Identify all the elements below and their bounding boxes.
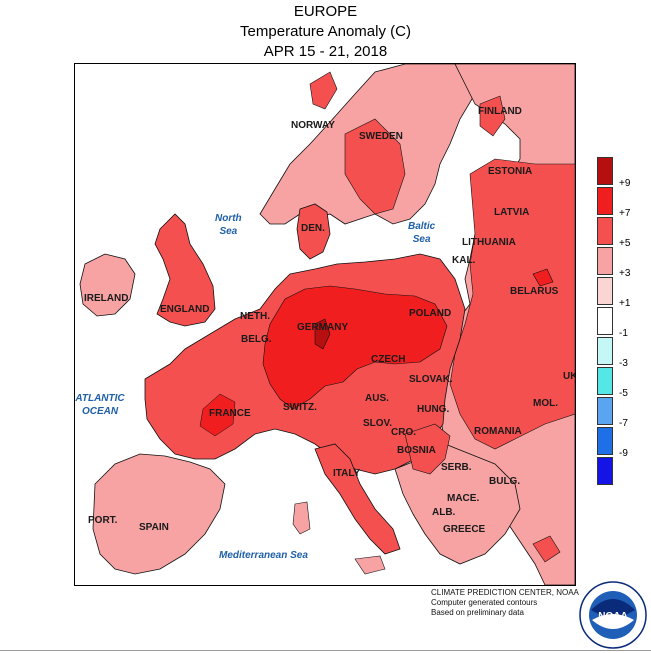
map-subtitle: Temperature Anomaly (C) — [240, 23, 411, 40]
legend-label: +3 — [619, 268, 631, 279]
footer-source: CLIMATE PREDICTION CENTER, NOAA — [431, 588, 579, 597]
legend-swatch — [597, 397, 613, 425]
germany-core-zone — [314, 318, 331, 350]
label-bosnia: BOSNIA — [397, 445, 436, 456]
legend-label: +7 — [619, 208, 631, 219]
sweden-warm-zone — [344, 118, 406, 215]
label-austria: AUS. — [365, 393, 389, 404]
norway-warm-zone — [309, 71, 338, 110]
denmark — [296, 203, 331, 260]
sardinia — [292, 501, 311, 535]
map-date-range: APR 15 - 21, 2018 — [263, 43, 388, 60]
legend-swatch — [597, 427, 613, 455]
legend-swatch — [597, 277, 613, 305]
legend-label: -9 — [619, 448, 628, 459]
legend-label: -5 — [619, 388, 628, 399]
label-france: FRANCE — [209, 408, 251, 419]
label-serbia: SERB. — [441, 462, 472, 473]
legend-swatch — [597, 337, 613, 365]
label-latvia: LATVIA — [494, 207, 530, 218]
label-netherlands: NETH. — [240, 311, 270, 322]
noaa-logo-text: NOAA — [598, 611, 627, 622]
label-hungary: HUNG. — [417, 404, 450, 415]
label-slovenia: SLOV. — [363, 418, 393, 429]
europe-map — [75, 64, 575, 585]
iberia — [92, 453, 226, 575]
legend-swatch — [597, 367, 613, 395]
balkans-warm-zone — [404, 423, 451, 475]
label-ukraine: UKR — [563, 371, 575, 382]
legend-swatch — [597, 157, 613, 185]
greece-hot-spot — [532, 535, 561, 563]
title-block: EUROPE Temperature Anomaly (C) APR 15 - … — [0, 2, 651, 62]
label-atlantic-ocean: ATLANTIC OCEAN — [75, 393, 125, 417]
finland-warm-zone — [479, 95, 506, 137]
label-spain: SPAIN — [139, 522, 169, 533]
footer-note: Based on preliminary data — [431, 608, 524, 617]
label-denmark: DEN. — [301, 223, 325, 234]
label-belgium: BELG. — [241, 334, 272, 345]
ireland — [79, 253, 136, 317]
legend-swatch — [597, 307, 613, 335]
label-england: ENGLAND — [160, 304, 210, 315]
belarus-hot-spot — [532, 268, 554, 287]
label-finland: FINLAND — [478, 106, 522, 117]
label-greece: GREECE — [443, 524, 486, 535]
legend-label: +1 — [619, 298, 631, 309]
france-warm-zone — [199, 393, 236, 437]
legend-label: +5 — [619, 238, 631, 249]
label-belarus: BELARUS — [510, 286, 559, 297]
label-mediterranean-sea: Mediterranean Sea — [219, 550, 308, 561]
legend-swatch — [597, 217, 613, 245]
label-sweden: SWEDEN — [359, 131, 403, 142]
label-bulgaria: BULG. — [489, 476, 521, 487]
great-britain — [154, 213, 216, 327]
label-slovakia: SLOVAK. — [409, 374, 453, 385]
label-estonia: ESTONIA — [488, 166, 533, 177]
legend-label: -3 — [619, 358, 628, 369]
legend-label: -7 — [619, 418, 628, 429]
footer-method: Computer generated contours — [431, 598, 538, 607]
italy — [314, 443, 401, 555]
label-croatia: CRO. — [391, 427, 416, 438]
map-frame: NORWAY SWEDEN FINLAND ESTONIA LATVIA LIT… — [74, 63, 576, 586]
legend-label: +9 — [619, 178, 631, 189]
label-lithuania: LITHUANIA — [462, 237, 516, 248]
footer-credits: CLIMATE PREDICTION CENTER, NOAA Computer… — [431, 588, 579, 618]
label-czech: CZECH — [371, 354, 406, 365]
label-portugal: PORT. — [88, 515, 118, 526]
label-poland: POLAND — [409, 308, 452, 319]
label-albania: ALB. — [432, 507, 456, 518]
label-moldova: MOL. — [533, 398, 558, 409]
label-ireland: IRELAND — [84, 293, 129, 304]
legend-swatch — [597, 247, 613, 275]
noaa-logo-icon: NOAA — [579, 581, 647, 649]
bottom-divider — [0, 650, 651, 651]
legend-swatch — [597, 457, 613, 485]
map-title: EUROPE — [293, 3, 358, 20]
label-baltic-sea: Baltic Sea — [408, 221, 436, 245]
sicily — [354, 555, 386, 575]
legend-label: -1 — [619, 328, 628, 339]
label-romania: ROMANIA — [474, 426, 522, 437]
balkans — [394, 443, 521, 565]
baltic-east-warm-zone — [449, 158, 575, 450]
label-norway: NORWAY — [291, 120, 335, 131]
color-scale-legend — [597, 157, 613, 487]
label-north-sea: North Sea — [215, 213, 242, 237]
label-italy: ITALY — [333, 468, 361, 479]
label-switzerland: SWITZ. — [283, 402, 317, 413]
legend-swatch — [597, 187, 613, 215]
label-macedonia: MACE. — [447, 493, 480, 504]
label-germany: GERMANY — [297, 322, 349, 333]
label-kaliningrad: KAL. — [452, 255, 476, 266]
germany-poland-hot-zone — [262, 285, 448, 410]
